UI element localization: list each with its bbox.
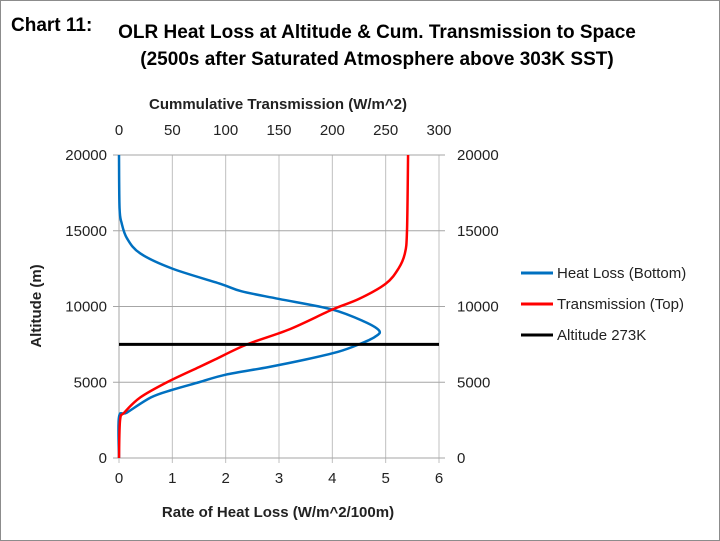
y-tick-label: 15000 xyxy=(65,223,107,240)
x-tick-label: 0 xyxy=(115,470,123,487)
x2-tick-label: 0 xyxy=(115,122,123,139)
chart-number: Chart 11: xyxy=(11,15,93,36)
y-tick-label: 5000 xyxy=(74,374,107,391)
x-tick-label: 4 xyxy=(328,470,336,487)
y-tick-label: 10000 xyxy=(65,299,107,316)
y-tick-label: 20000 xyxy=(65,147,107,164)
x2-tick-label: 200 xyxy=(320,122,345,139)
x-tick-label: 3 xyxy=(275,470,283,487)
x2-tick-label: 250 xyxy=(373,122,398,139)
y2-tick-label: 5000 xyxy=(457,374,490,391)
x2-axis-label: Cummulative Transmission (W/m^2) xyxy=(149,96,407,113)
x-tick-label: 5 xyxy=(381,470,389,487)
legend-label-2: Altitude 273K xyxy=(557,327,646,344)
series-line-1 xyxy=(117,154,410,459)
y2-tick-label: 20000 xyxy=(457,147,499,164)
y2-tick-label: 10000 xyxy=(457,299,499,316)
x-tick-label: 1 xyxy=(168,470,176,487)
x-tick-label: 2 xyxy=(221,470,229,487)
y-axis-label: Altitude (m) xyxy=(28,264,45,347)
x-tick-label: 6 xyxy=(435,470,443,487)
title-line-1: OLR Heat Loss at Altitude & Cum. Transmi… xyxy=(118,22,636,43)
title-line-2: (2500s after Saturated Atmosphere above … xyxy=(140,49,614,70)
legend-label-0: Heat Loss (Bottom) xyxy=(557,265,686,282)
x-axis-label: Rate of Heat Loss (W/m^2/100m) xyxy=(162,504,394,521)
x2-tick-label: 100 xyxy=(213,122,238,139)
legend-label-1: Transmission (Top) xyxy=(557,296,684,313)
y2-tick-label: 0 xyxy=(457,450,465,467)
y-tick-label: 0 xyxy=(99,450,107,467)
y2-tick-label: 15000 xyxy=(457,223,499,240)
chart-title: OLR Heat Loss at Altitude & Cum. Transmi… xyxy=(97,19,657,73)
x2-tick-label: 150 xyxy=(266,122,291,139)
x2-tick-label: 300 xyxy=(426,122,451,139)
x2-tick-label: 50 xyxy=(164,122,181,139)
series-line-0 xyxy=(117,154,382,459)
